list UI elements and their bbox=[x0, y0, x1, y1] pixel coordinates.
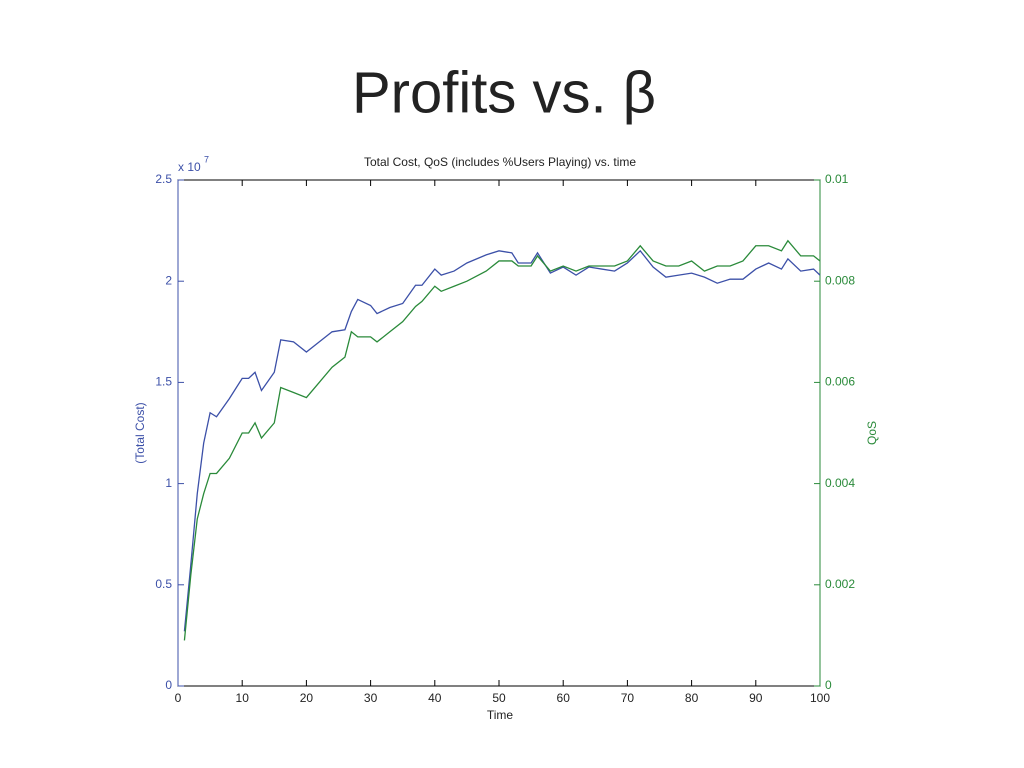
y-axis-label: (Total Cost) bbox=[133, 402, 147, 463]
y-tick-label: 0 bbox=[165, 678, 172, 692]
x-tick-label: 100 bbox=[810, 691, 830, 705]
x-tick-label: 50 bbox=[492, 691, 506, 705]
y-tick-label: 1.5 bbox=[155, 375, 172, 389]
data-line bbox=[183, 239, 821, 641]
x-tick-label: 90 bbox=[749, 691, 763, 705]
x-tick-label: 40 bbox=[428, 691, 442, 705]
chart-title: Total Cost, QoS (includes %Users Playing… bbox=[364, 155, 636, 169]
x-tick-label: 30 bbox=[364, 691, 378, 705]
y2-tick-label: 0.006 bbox=[825, 375, 855, 389]
y-tick-label: 2 bbox=[165, 273, 172, 287]
y2-tick-label: 0.01 bbox=[825, 172, 849, 186]
x-tick-label: 80 bbox=[685, 691, 699, 705]
x-tick-label: 70 bbox=[621, 691, 635, 705]
y2-tick-label: 0.008 bbox=[825, 273, 855, 287]
y2-tick-label: 0.004 bbox=[825, 476, 855, 490]
data-line bbox=[183, 249, 821, 632]
y-tick-label: 2.5 bbox=[155, 172, 172, 186]
y2-axis-label: QoS bbox=[865, 421, 879, 445]
y-tick-label: 1 bbox=[165, 476, 172, 490]
y2-tick-label: 0.002 bbox=[825, 577, 855, 591]
y-tick-label: 0.5 bbox=[155, 577, 172, 591]
y-multiplier: x 10 bbox=[178, 160, 201, 174]
y2-tick-label: 0 bbox=[825, 678, 832, 692]
x-axis-label: Time bbox=[487, 708, 514, 722]
x-tick-label: 60 bbox=[557, 691, 571, 705]
slide-title: Profits vs. β bbox=[352, 60, 656, 125]
y-multiplier-exponent: 7 bbox=[204, 154, 209, 164]
x-tick-label: 10 bbox=[236, 691, 250, 705]
x-tick-label: 20 bbox=[300, 691, 314, 705]
plot-frame bbox=[177, 179, 821, 687]
x-tick-label: 0 bbox=[175, 691, 182, 705]
